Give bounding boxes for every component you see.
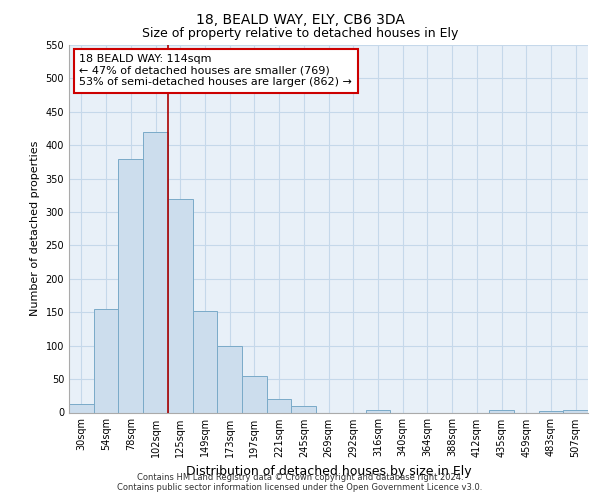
Bar <box>539 411 563 412</box>
Text: 18 BEALD WAY: 114sqm
← 47% of detached houses are smaller (769)
53% of semi-deta: 18 BEALD WAY: 114sqm ← 47% of detached h… <box>79 54 352 88</box>
Text: Contains HM Land Registry data © Crown copyright and database right 2024.
Contai: Contains HM Land Registry data © Crown c… <box>118 473 482 492</box>
Text: 18, BEALD WAY, ELY, CB6 3DA: 18, BEALD WAY, ELY, CB6 3DA <box>196 12 404 26</box>
Bar <box>69 404 94 412</box>
Bar <box>94 309 118 412</box>
Bar <box>118 158 143 412</box>
Bar <box>489 410 514 412</box>
Bar <box>193 311 217 412</box>
Bar <box>168 198 193 412</box>
Bar <box>242 376 267 412</box>
Y-axis label: Number of detached properties: Number of detached properties <box>30 141 40 316</box>
Bar <box>143 132 168 412</box>
Bar <box>267 399 292 412</box>
Bar <box>365 410 390 412</box>
Text: Size of property relative to detached houses in Ely: Size of property relative to detached ho… <box>142 28 458 40</box>
X-axis label: Distribution of detached houses by size in Ely: Distribution of detached houses by size … <box>185 465 472 478</box>
Bar <box>563 410 588 412</box>
Bar <box>292 406 316 412</box>
Bar <box>217 346 242 412</box>
